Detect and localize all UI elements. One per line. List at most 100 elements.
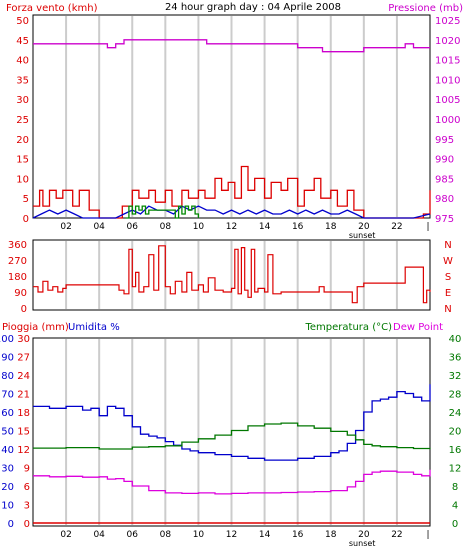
x-tick-label: 22 [391, 222, 402, 232]
x-tick-label: 12 [226, 530, 237, 540]
x-tick-label: 14 [259, 222, 271, 232]
compass-tick-label: N [444, 240, 451, 251]
rain-tick-label: 6 [24, 482, 30, 493]
direction-tick-label: 180 [8, 272, 27, 283]
x-tick-label: 16 [292, 530, 304, 540]
wind-tick-label: 15 [16, 155, 29, 166]
temperature-tick-label: 32 [449, 371, 462, 382]
wind-tick-label: 50 [16, 16, 29, 27]
humidity-axis-label: Umidita % [68, 322, 120, 333]
wind-tick-label: 5 [23, 194, 29, 205]
pressure-tick-label: 980 [435, 194, 454, 205]
x-tick-label: 22 [391, 530, 402, 540]
rain-tick-label: 12 [17, 445, 30, 456]
wind-tick-label: 20 [16, 135, 29, 146]
compass-tick-label: N [444, 304, 451, 315]
dewpoint-line [33, 469, 431, 495]
rain-tick-label: 30 [17, 334, 30, 345]
rain-tick-label: 9 [24, 464, 30, 475]
humidity-tick-label: 20 [1, 482, 14, 493]
x-tick-label: 14 [259, 530, 271, 540]
wind-pressure-frame [32, 14, 431, 219]
x-tick-label: 02 [60, 530, 71, 540]
rain-tick-label: 3 [24, 501, 30, 512]
direction-tick-label: 0 [21, 304, 27, 315]
pressure-tick-label: 1000 [435, 115, 460, 126]
rain-tick-label: 0 [24, 519, 30, 530]
wind-direction-line [33, 245, 431, 304]
x-tick-label: 18 [325, 530, 337, 540]
pressure-tick-label: 975 [435, 214, 454, 225]
wind-tick-label: 10 [16, 174, 29, 185]
x-tick-label: 20 [358, 222, 370, 232]
pressure-tick-label: 1005 [435, 95, 460, 106]
humidity-tick-label: 80 [1, 371, 14, 382]
direction-tick-label: 360 [8, 240, 27, 251]
temperature-line [33, 422, 431, 450]
temperature-tick-label: 24 [449, 408, 462, 419]
humidity-tick-label: 70 [1, 390, 14, 401]
x-tick-label: 04 [93, 530, 105, 540]
wind-tick-label: 40 [16, 56, 29, 67]
pressure-tick-label: 995 [435, 135, 454, 146]
direction-tick-label: 270 [8, 256, 27, 267]
temperature-tick-label: 28 [449, 390, 462, 401]
x-tick-label: 10 [193, 530, 205, 540]
wind-tick-label: 0 [23, 214, 29, 225]
humidity-tick-label: 10 [1, 501, 14, 512]
temperature-tick-label: 36 [449, 353, 462, 364]
direction-tick-label: 90 [14, 288, 27, 299]
rain-tick-label: 27 [17, 353, 30, 364]
x-tick-label: | [426, 530, 429, 540]
wind-axis-label: Forza vento (kmh) [6, 3, 98, 14]
temperature-tick-label: 0 [452, 519, 458, 530]
sunset-marker: sunset [349, 539, 376, 548]
pressure-tick-label: 1025 [435, 16, 460, 27]
x-tick-label: | [426, 222, 429, 232]
humidity-tick-label: 90 [1, 353, 14, 364]
pressure-tick-label: 985 [435, 174, 454, 185]
temperature-tick-label: 16 [449, 445, 462, 456]
sunset-marker: sunset [349, 231, 376, 240]
wind-tick-label: 25 [16, 115, 29, 126]
humidity-tick-label: 100 [0, 334, 14, 345]
wind-direction-frame [32, 239, 431, 311]
pressure-line [33, 39, 430, 53]
humidity-temperature-panel: Pioggia (mm) Umidita % Temperatura (°C) … [0, 322, 461, 548]
compass-tick-label: S [445, 272, 451, 283]
temperature-tick-label: 40 [449, 334, 462, 345]
rain-axis-label: Pioggia (mm) [2, 322, 69, 333]
temperature-tick-label: 20 [449, 427, 462, 438]
temperature-tick-label: 4 [452, 501, 458, 512]
x-tick-label: 04 [93, 222, 105, 232]
humidity-temperature-frame [32, 337, 431, 527]
wind-tick-label: 45 [16, 36, 29, 47]
compass-tick-label: W [443, 256, 453, 267]
humidity-tick-label: 0 [8, 519, 14, 530]
wind-tick-label: 35 [16, 75, 29, 86]
wind-tick-label: 30 [16, 95, 29, 106]
temperature-tick-label: 8 [452, 482, 458, 493]
x-tick-label: 12 [226, 222, 237, 232]
wind-green-line [125, 205, 200, 219]
pressure-tick-label: 1015 [435, 56, 460, 67]
humidity-tick-label: 50 [1, 427, 14, 438]
rain-tick-label: 18 [17, 408, 30, 419]
x-tick-label: 20 [358, 530, 370, 540]
compass-tick-label: E [445, 288, 451, 299]
pressure-tick-label: 1020 [435, 36, 460, 47]
x-tick-label: 06 [127, 530, 139, 540]
chart-title: 24 hour graph day : 04 Aprile 2008 [165, 2, 341, 13]
rain-tick-label: 15 [17, 427, 30, 438]
pressure-tick-label: 1010 [435, 75, 460, 86]
humidity-tick-label: 40 [1, 445, 14, 456]
dewpoint-axis-label: Dew Point [393, 322, 443, 333]
temperature-axis-label: Temperatura (°C) [304, 322, 392, 333]
wind-average-line [32, 205, 431, 219]
wind-gust-line [33, 165, 431, 219]
x-tick-label: 08 [160, 222, 172, 232]
rain-tick-label: 21 [17, 390, 30, 401]
